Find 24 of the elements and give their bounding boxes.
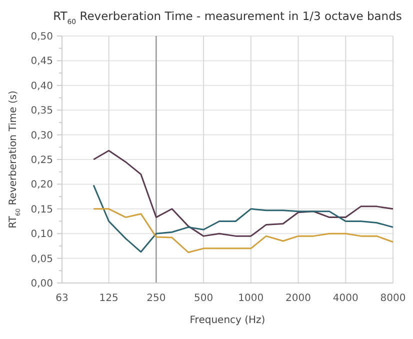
x-axis-title: Frequency (Hz): [190, 315, 266, 326]
y-tick-label: 0,20: [30, 180, 53, 191]
y-tick-label: 0,25: [30, 155, 53, 166]
y-tick-label: 0,05: [30, 254, 53, 265]
y-tick-label: 0,15: [30, 204, 53, 216]
x-tick-label: 125: [99, 293, 118, 304]
y-tick-label: 0,10: [30, 229, 53, 240]
line-series: [92, 150, 394, 237]
y-tick-label: 0,45: [30, 56, 53, 68]
y-tick-label: 0,30: [30, 130, 53, 142]
chart-title: RT$_{60}$ Reverberation Time - measurement in 1/3 octave bands: [53, 9, 402, 26]
y-tick-label: 0,35: [30, 106, 53, 117]
y-tick-label: 0,00: [30, 278, 53, 290]
x-tick-label: 4000: [332, 293, 358, 304]
y-tick-label: 0,40: [30, 80, 53, 92]
line-series: [92, 208, 394, 254]
y-tick-label: 0,50: [30, 32, 53, 42]
x-tick-label: 250: [146, 293, 166, 304]
x-tick-label: 63: [56, 293, 68, 304]
x-tick-label: 500: [194, 293, 214, 304]
line-series: [92, 184, 394, 253]
x-tick-label: 1000: [238, 293, 264, 304]
x-tick-label: 8000: [380, 293, 406, 304]
x-tick-label: 2000: [286, 293, 311, 304]
